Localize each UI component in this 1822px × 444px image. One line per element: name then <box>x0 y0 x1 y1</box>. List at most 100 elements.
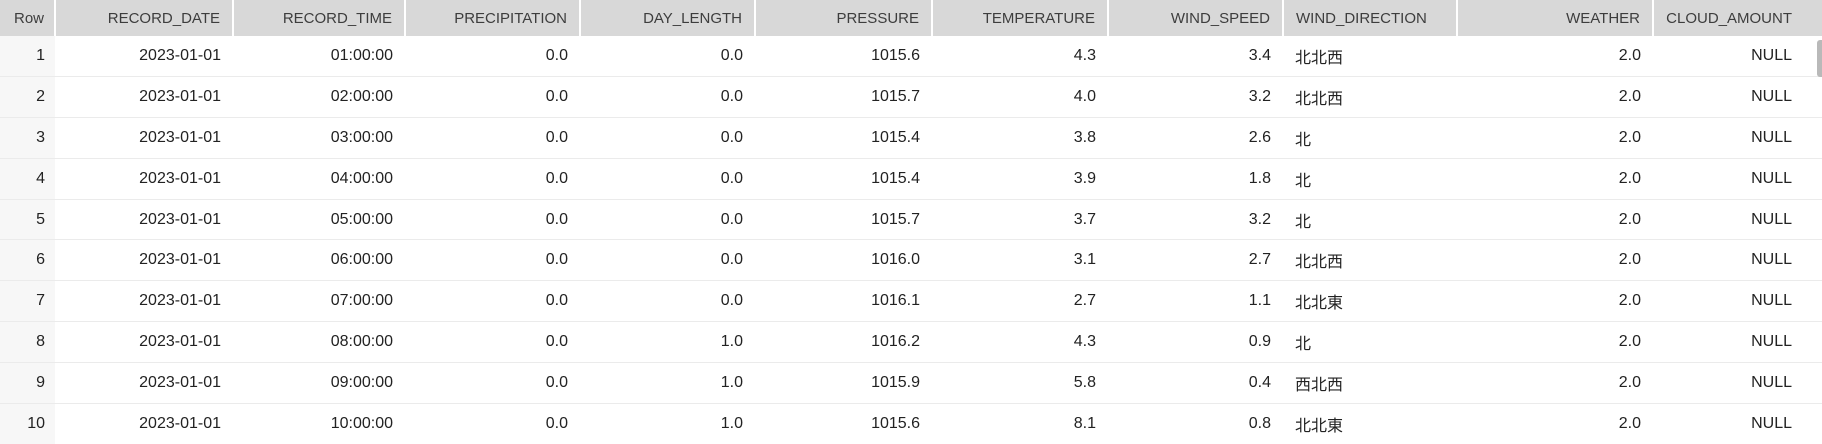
cell: 2.0 <box>1457 280 1653 322</box>
cell: 02:00:00 <box>233 76 405 118</box>
cell: 0.0 <box>580 117 755 159</box>
column-header-cloud-amount[interactable]: CLOUD_AMOUNT <box>1652 0 1822 36</box>
cell: 北北東 <box>1283 402 1457 444</box>
row-number-cell: 4 <box>0 157 55 200</box>
cell: 2023-01-01 <box>55 157 233 200</box>
cell: 01:00:00 <box>233 36 405 77</box>
cell: 0.0 <box>580 198 755 240</box>
cell: 03:00:00 <box>233 117 405 159</box>
cell: NULL <box>1653 280 1822 322</box>
cell: 2.0 <box>1457 157 1653 200</box>
cell: 1015.6 <box>755 36 932 77</box>
row-number-cell: 1 <box>0 36 55 77</box>
header-row: Row RECORD_DATE RECORD_TIME PRECIPITATIO… <box>0 0 1822 36</box>
cell: 1.1 <box>1108 280 1283 322</box>
cell: NULL <box>1653 198 1822 240</box>
cell: 2.6 <box>1108 117 1283 159</box>
cell: NULL <box>1653 76 1822 118</box>
cell: 09:00:00 <box>233 361 405 404</box>
cell: 05:00:00 <box>233 198 405 240</box>
cell: 1015.7 <box>755 76 932 118</box>
cell: 0.0 <box>405 280 580 322</box>
column-header-weather[interactable]: WEATHER <box>1456 0 1653 36</box>
cell: 2023-01-01 <box>55 36 233 77</box>
cell: 1.8 <box>1108 157 1283 200</box>
cell: 3.7 <box>932 198 1108 240</box>
column-header-temperature[interactable]: TEMPERATURE <box>931 0 1108 36</box>
cell: 2023-01-01 <box>55 117 233 159</box>
cell: 3.2 <box>1108 198 1283 240</box>
table-row: 8 2023-01-01 08:00:00 0.0 1.0 1016.2 4.3… <box>0 321 1822 363</box>
row-number-cell: 10 <box>0 402 55 444</box>
cell: 北北西 <box>1283 76 1457 118</box>
cell: 0.0 <box>580 76 755 118</box>
cell: 08:00:00 <box>233 321 405 363</box>
cell: 1015.6 <box>755 402 932 444</box>
table-row: 9 2023-01-01 09:00:00 0.0 1.0 1015.9 5.8… <box>0 361 1822 404</box>
cell: 3.2 <box>1108 76 1283 118</box>
cell: 3.9 <box>932 157 1108 200</box>
column-header-record-time[interactable]: RECORD_TIME <box>232 0 405 36</box>
vertical-scrollbar-thumb[interactable] <box>1817 40 1822 77</box>
cell: 2.7 <box>1108 239 1283 281</box>
column-header-wind-direction[interactable]: WIND_DIRECTION <box>1282 0 1457 36</box>
cell: 2023-01-01 <box>55 198 233 240</box>
cell: 2023-01-01 <box>55 321 233 363</box>
cell: NULL <box>1653 117 1822 159</box>
column-header-day-length[interactable]: DAY_LENGTH <box>579 0 755 36</box>
cell: 8.1 <box>932 402 1108 444</box>
cell: 10:00:00 <box>233 402 405 444</box>
cell: NULL <box>1653 402 1822 444</box>
table-row: 6 2023-01-01 06:00:00 0.0 0.0 1016.0 3.1… <box>0 239 1822 281</box>
table-row: 2 2023-01-01 02:00:00 0.0 0.0 1015.7 4.0… <box>0 76 1822 118</box>
cell: 0.4 <box>1108 361 1283 404</box>
cell: 2.0 <box>1457 198 1653 240</box>
cell: 0.0 <box>580 280 755 322</box>
cell: 0.0 <box>580 239 755 281</box>
column-header-wind-speed[interactable]: WIND_SPEED <box>1107 0 1283 36</box>
cell: 0.9 <box>1108 321 1283 363</box>
cell: 1015.4 <box>755 117 932 159</box>
cell: 2.0 <box>1457 402 1653 444</box>
column-header-record-date[interactable]: RECORD_DATE <box>54 0 233 36</box>
cell: 0.0 <box>580 36 755 77</box>
row-number-cell: 6 <box>0 239 55 281</box>
row-number-cell: 7 <box>0 280 55 322</box>
cell: 2.0 <box>1457 321 1653 363</box>
cell: 4.3 <box>932 321 1108 363</box>
cell: 2023-01-01 <box>55 361 233 404</box>
cell: 1.0 <box>580 361 755 404</box>
cell: 3.8 <box>932 117 1108 159</box>
cell: 北 <box>1283 157 1457 200</box>
table-row: 5 2023-01-01 05:00:00 0.0 0.0 1015.7 3.7… <box>0 198 1822 240</box>
cell: 3.1 <box>932 239 1108 281</box>
cell: 北 <box>1283 117 1457 159</box>
cell: 2.7 <box>932 280 1108 322</box>
table-row: 4 2023-01-01 04:00:00 0.0 0.0 1015.4 3.9… <box>0 157 1822 200</box>
row-number-cell: 5 <box>0 198 55 240</box>
column-header-pressure[interactable]: PRESSURE <box>754 0 932 36</box>
cell: 北北西 <box>1283 239 1457 281</box>
cell: 2023-01-01 <box>55 76 233 118</box>
cell: 3.4 <box>1108 36 1283 77</box>
cell: 2.0 <box>1457 239 1653 281</box>
cell: 2.0 <box>1457 36 1653 77</box>
cell: 1015.9 <box>755 361 932 404</box>
cell: 1015.7 <box>755 198 932 240</box>
cell: 0.0 <box>405 239 580 281</box>
cell: 1.0 <box>580 321 755 363</box>
column-header-precipitation[interactable]: PRECIPITATION <box>404 0 580 36</box>
table-row: 10 2023-01-01 10:00:00 0.0 1.0 1015.6 8.… <box>0 402 1822 444</box>
cell: 北北西 <box>1283 36 1457 77</box>
cell: 0.0 <box>405 402 580 444</box>
cell: 07:00:00 <box>233 280 405 322</box>
column-header-row[interactable]: Row <box>0 0 55 36</box>
row-number-cell: 2 <box>0 76 55 118</box>
cell: 0.0 <box>405 361 580 404</box>
cell: 北 <box>1283 321 1457 363</box>
cell: 0.0 <box>405 198 580 240</box>
table-row: 3 2023-01-01 03:00:00 0.0 0.0 1015.4 3.8… <box>0 117 1822 159</box>
cell: 1015.4 <box>755 157 932 200</box>
cell: 1016.1 <box>755 280 932 322</box>
